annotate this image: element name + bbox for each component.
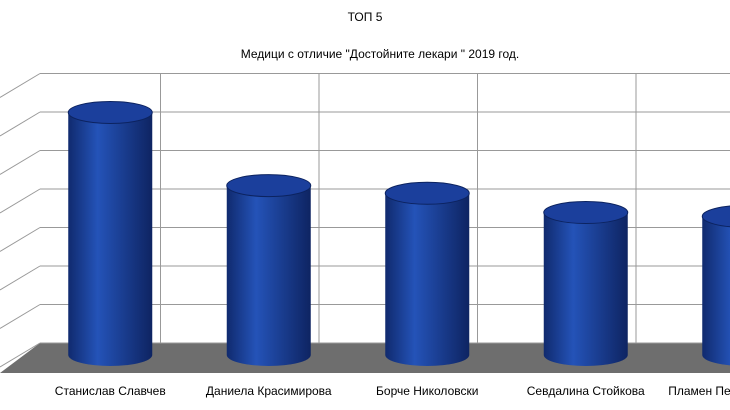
bar: [701, 205, 730, 366]
cylinder-top: [67, 100, 153, 124]
grid-line-side: [0, 188, 41, 214]
grid-line-side: [0, 227, 41, 252]
cylinder-body: [385, 193, 470, 366]
grid-line-side: [0, 111, 41, 137]
cylinder-body: [543, 212, 628, 366]
grid-line-side: [0, 265, 41, 291]
grid-line-side: [0, 150, 41, 175]
cylinder-top: [543, 201, 629, 225]
x-tick-label: Пламен Пе: [668, 384, 730, 398]
bar: [384, 181, 470, 366]
grid-line-side: [0, 342, 41, 368]
cylinder-body: [68, 112, 153, 366]
x-tick-label: Борче Николовски: [376, 384, 478, 398]
x-tick-label: Даниела Красимирова: [206, 384, 332, 398]
cylinder-top: [384, 181, 470, 205]
cylinder-body: [702, 216, 730, 366]
cylinder-body: [226, 185, 311, 366]
chart-title: ТОП 5: [348, 10, 383, 24]
cylinder-top: [701, 205, 730, 228]
chart-subtitle: Медици с отличие "Достойните лекари " 20…: [241, 47, 520, 61]
x-tick-label: Севдалина Стойкова: [527, 384, 645, 398]
bar: [67, 100, 153, 366]
cylinder-top: [226, 174, 312, 198]
x-tick-label: Станислав Славчев: [55, 384, 166, 398]
grid-line-side: [0, 73, 41, 98]
bar: [226, 174, 312, 366]
bar: [543, 201, 629, 366]
grid-line-side: [0, 304, 41, 329]
